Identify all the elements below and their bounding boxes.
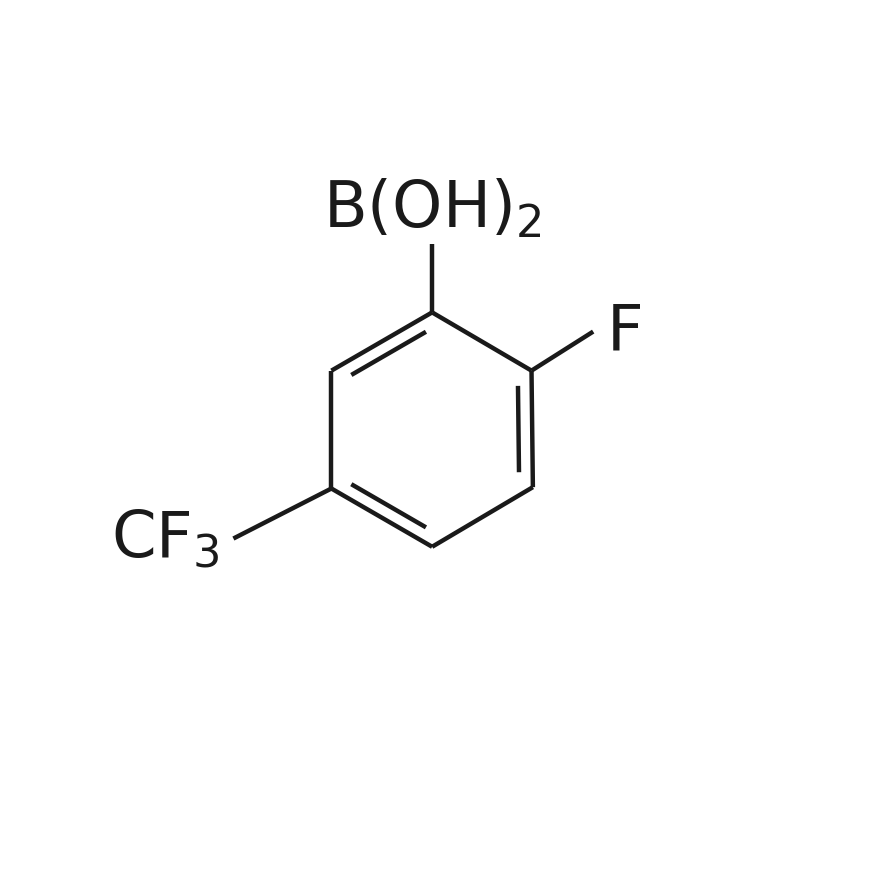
Text: B(OH)$_2$: B(OH)$_2$ — [323, 177, 541, 240]
Text: F: F — [607, 301, 643, 362]
Text: CF$_3$: CF$_3$ — [111, 507, 220, 570]
